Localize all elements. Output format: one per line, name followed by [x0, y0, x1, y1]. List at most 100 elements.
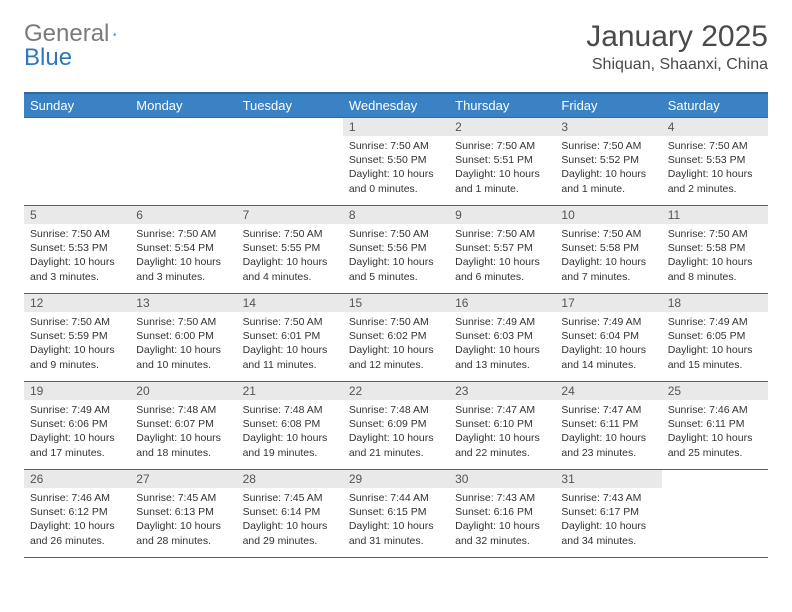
calendar-cell: 2Sunrise: 7:50 AMSunset: 5:51 PMDaylight…: [449, 118, 555, 206]
day-details: Sunrise: 7:50 AMSunset: 6:01 PMDaylight:…: [237, 312, 343, 376]
day-number: 17: [555, 294, 661, 312]
weekday-header: Monday: [130, 93, 236, 118]
calendar-cell: 24Sunrise: 7:47 AMSunset: 6:11 PMDayligh…: [555, 382, 661, 470]
day-details: Sunrise: 7:50 AMSunset: 5:59 PMDaylight:…: [24, 312, 130, 376]
calendar-cell: 20Sunrise: 7:48 AMSunset: 6:07 PMDayligh…: [130, 382, 236, 470]
calendar-body: 1Sunrise: 7:50 AMSunset: 5:50 PMDaylight…: [24, 118, 768, 558]
calendar-cell: [130, 118, 236, 206]
day-details: Sunrise: 7:50 AMSunset: 6:00 PMDaylight:…: [130, 312, 236, 376]
sunrise-text: Sunrise: 7:43 AM: [561, 491, 655, 505]
day-details: Sunrise: 7:47 AMSunset: 6:11 PMDaylight:…: [555, 400, 661, 464]
day-number: 9: [449, 206, 555, 224]
sunrise-text: Sunrise: 7:46 AM: [30, 491, 124, 505]
calendar-cell: 11Sunrise: 7:50 AMSunset: 5:58 PMDayligh…: [662, 206, 768, 294]
weekday-header: Friday: [555, 93, 661, 118]
sunrise-text: Sunrise: 7:50 AM: [561, 139, 655, 153]
day-number: 5: [24, 206, 130, 224]
sunset-text: Sunset: 5:58 PM: [668, 241, 762, 255]
sunset-text: Sunset: 5:53 PM: [668, 153, 762, 167]
day-details: Sunrise: 7:49 AMSunset: 6:04 PMDaylight:…: [555, 312, 661, 376]
calendar-cell: 17Sunrise: 7:49 AMSunset: 6:04 PMDayligh…: [555, 294, 661, 382]
sunrise-text: Sunrise: 7:50 AM: [455, 139, 549, 153]
sunrise-text: Sunrise: 7:50 AM: [136, 315, 230, 329]
sunset-text: Sunset: 6:07 PM: [136, 417, 230, 431]
location-label: Shiquan, Shaanxi, China: [586, 56, 768, 74]
calendar-cell: 28Sunrise: 7:45 AMSunset: 6:14 PMDayligh…: [237, 470, 343, 558]
calendar-cell: 27Sunrise: 7:45 AMSunset: 6:13 PMDayligh…: [130, 470, 236, 558]
calendar-cell: [24, 118, 130, 206]
weekday-header: Saturday: [662, 93, 768, 118]
calendar-cell: 1Sunrise: 7:50 AMSunset: 5:50 PMDaylight…: [343, 118, 449, 206]
calendar-cell: 30Sunrise: 7:43 AMSunset: 6:16 PMDayligh…: [449, 470, 555, 558]
calendar-cell: 15Sunrise: 7:50 AMSunset: 6:02 PMDayligh…: [343, 294, 449, 382]
calendar-cell: 29Sunrise: 7:44 AMSunset: 6:15 PMDayligh…: [343, 470, 449, 558]
daylight-text: Daylight: 10 hours and 29 minutes.: [243, 519, 337, 547]
daylight-text: Daylight: 10 hours and 21 minutes.: [349, 431, 443, 459]
weekday-header: Wednesday: [343, 93, 449, 118]
day-details: Sunrise: 7:45 AMSunset: 6:13 PMDaylight:…: [130, 488, 236, 552]
sunset-text: Sunset: 6:13 PM: [136, 505, 230, 519]
calendar-cell: 22Sunrise: 7:48 AMSunset: 6:09 PMDayligh…: [343, 382, 449, 470]
day-number: 3: [555, 118, 661, 136]
day-details: Sunrise: 7:49 AMSunset: 6:06 PMDaylight:…: [24, 400, 130, 464]
calendar-header-row: Sunday Monday Tuesday Wednesday Thursday…: [24, 93, 768, 118]
sunset-text: Sunset: 5:51 PM: [455, 153, 549, 167]
day-details: Sunrise: 7:50 AMSunset: 5:58 PMDaylight:…: [555, 224, 661, 288]
weekday-header: Tuesday: [237, 93, 343, 118]
day-details: Sunrise: 7:46 AMSunset: 6:12 PMDaylight:…: [24, 488, 130, 552]
daylight-text: Daylight: 10 hours and 17 minutes.: [30, 431, 124, 459]
day-number: 14: [237, 294, 343, 312]
sunset-text: Sunset: 5:57 PM: [455, 241, 549, 255]
daylight-text: Daylight: 10 hours and 1 minute.: [455, 167, 549, 195]
daylight-text: Daylight: 10 hours and 31 minutes.: [349, 519, 443, 547]
day-number: 7: [237, 206, 343, 224]
calendar-cell: 5Sunrise: 7:50 AMSunset: 5:53 PMDaylight…: [24, 206, 130, 294]
weekday-header: Sunday: [24, 93, 130, 118]
day-number: 24: [555, 382, 661, 400]
daylight-text: Daylight: 10 hours and 18 minutes.: [136, 431, 230, 459]
calendar-cell: 3Sunrise: 7:50 AMSunset: 5:52 PMDaylight…: [555, 118, 661, 206]
calendar-cell: [237, 118, 343, 206]
sunrise-text: Sunrise: 7:47 AM: [455, 403, 549, 417]
daylight-text: Daylight: 10 hours and 28 minutes.: [136, 519, 230, 547]
sunset-text: Sunset: 5:53 PM: [30, 241, 124, 255]
sunset-text: Sunset: 6:17 PM: [561, 505, 655, 519]
sunset-text: Sunset: 5:52 PM: [561, 153, 655, 167]
sunset-text: Sunset: 6:02 PM: [349, 329, 443, 343]
day-number: 21: [237, 382, 343, 400]
daylight-text: Daylight: 10 hours and 15 minutes.: [668, 343, 762, 371]
sunrise-text: Sunrise: 7:50 AM: [455, 227, 549, 241]
daylight-text: Daylight: 10 hours and 23 minutes.: [561, 431, 655, 459]
sunrise-text: Sunrise: 7:48 AM: [349, 403, 443, 417]
daylight-text: Daylight: 10 hours and 26 minutes.: [30, 519, 124, 547]
daylight-text: Daylight: 10 hours and 2 minutes.: [668, 167, 762, 195]
day-number: 8: [343, 206, 449, 224]
sunset-text: Sunset: 6:06 PM: [30, 417, 124, 431]
sail-icon: [113, 24, 117, 44]
sunset-text: Sunset: 6:04 PM: [561, 329, 655, 343]
daylight-text: Daylight: 10 hours and 6 minutes.: [455, 255, 549, 283]
sunset-text: Sunset: 6:03 PM: [455, 329, 549, 343]
sunrise-text: Sunrise: 7:49 AM: [668, 315, 762, 329]
day-details: Sunrise: 7:44 AMSunset: 6:15 PMDaylight:…: [343, 488, 449, 552]
title-block: January 2025 Shiquan, Shaanxi, China: [586, 20, 768, 74]
day-details: Sunrise: 7:50 AMSunset: 5:52 PMDaylight:…: [555, 136, 661, 200]
sunset-text: Sunset: 6:15 PM: [349, 505, 443, 519]
daylight-text: Daylight: 10 hours and 10 minutes.: [136, 343, 230, 371]
day-number: 26: [24, 470, 130, 488]
day-number: 31: [555, 470, 661, 488]
daylight-text: Daylight: 10 hours and 3 minutes.: [30, 255, 124, 283]
sunset-text: Sunset: 6:00 PM: [136, 329, 230, 343]
day-number: 20: [130, 382, 236, 400]
sunset-text: Sunset: 6:08 PM: [243, 417, 337, 431]
brand-word-2: Blue: [24, 44, 72, 72]
calendar-table: Sunday Monday Tuesday Wednesday Thursday…: [24, 92, 768, 558]
daylight-text: Daylight: 10 hours and 34 minutes.: [561, 519, 655, 547]
calendar-cell: 14Sunrise: 7:50 AMSunset: 6:01 PMDayligh…: [237, 294, 343, 382]
day-number: 1: [343, 118, 449, 136]
calendar-cell: 25Sunrise: 7:46 AMSunset: 6:11 PMDayligh…: [662, 382, 768, 470]
day-number: 12: [24, 294, 130, 312]
sunset-text: Sunset: 6:12 PM: [30, 505, 124, 519]
day-details: Sunrise: 7:50 AMSunset: 5:54 PMDaylight:…: [130, 224, 236, 288]
calendar-cell: 31 Sunrise: 7:43 AMSunset: 6:17 PMDayligh…: [555, 470, 661, 558]
